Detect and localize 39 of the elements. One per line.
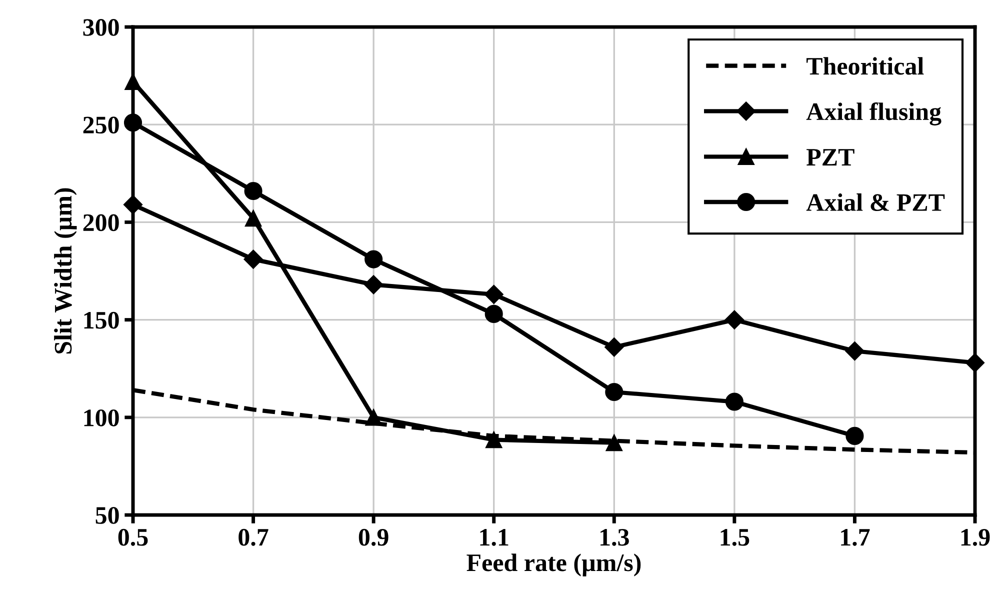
x-tick-label: 0.9: [358, 528, 388, 546]
point: [244, 210, 262, 227]
y-tick-label: 200: [83, 214, 119, 232]
point: [364, 250, 383, 268]
x-tick-label: 1.3: [600, 528, 629, 546]
y-tick-label: 300: [83, 19, 119, 36]
x-tick-label: 0.7: [238, 528, 268, 546]
point: [124, 114, 142, 132]
x-tick-label: 1.1: [480, 529, 508, 546]
y-tick-label: 100: [84, 409, 119, 426]
x-tick-label: 1.5: [720, 529, 750, 546]
point: [486, 432, 502, 448]
point: [965, 353, 985, 372]
y-axis-title: Slit Width (µm): [54, 188, 77, 354]
x-tick-label: 1.7: [841, 529, 870, 546]
point: [724, 310, 744, 330]
y-tick-label: 250: [83, 116, 119, 134]
y-tick-label: 150: [84, 312, 119, 329]
x-tick-label: 1.9: [961, 528, 990, 546]
point: [484, 304, 503, 323]
point: [365, 409, 382, 426]
point: [364, 275, 384, 294]
point: [845, 342, 864, 361]
point: [604, 338, 624, 357]
y-tick-label: 50: [96, 507, 119, 524]
legend-label: Theoritical: [806, 57, 924, 75]
point: [725, 392, 744, 411]
x-tick-label: 0.5: [118, 528, 148, 546]
x-axis-title: Feed rate (µm/s): [466, 554, 641, 576]
point: [244, 250, 263, 269]
legend-label: PZT: [806, 149, 854, 166]
legend-label: Axial flusing: [806, 102, 942, 126]
point: [605, 382, 624, 402]
point: [123, 195, 143, 214]
point: [846, 426, 864, 445]
point: [484, 284, 504, 304]
legend-label: Axial & PZT: [806, 193, 945, 212]
point: [606, 434, 622, 452]
point: [244, 182, 262, 200]
